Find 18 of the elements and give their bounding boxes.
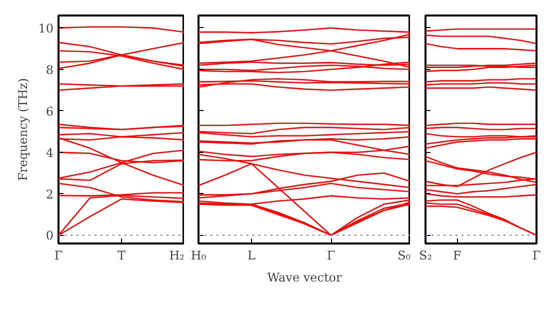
x-tick-label: H₀: [190, 248, 206, 262]
y-tick-label: 4: [46, 146, 54, 160]
y-tick-label: 6: [46, 104, 54, 118]
x-tick-label: Γ: [326, 248, 336, 262]
y-tick-label: 0: [46, 228, 54, 243]
x-axis-title: Wave vector: [267, 270, 342, 284]
x-tick-label: F: [453, 248, 462, 262]
y-axis-title: Frequency (THz): [16, 78, 30, 181]
x-tick-label: T: [118, 248, 126, 262]
x-tick-label: Γ: [532, 248, 541, 262]
y-tick-label: 8: [46, 62, 54, 77]
x-tick-label: S₂: [418, 248, 432, 262]
x-tick-label: L: [248, 248, 256, 262]
x-tick-label: H₂: [169, 248, 185, 262]
y-tick-label: 2: [46, 187, 54, 202]
x-tick-label: S₀: [397, 248, 411, 262]
x-tick-label: Γ: [54, 248, 63, 262]
y-tick-label: 10: [38, 21, 54, 36]
